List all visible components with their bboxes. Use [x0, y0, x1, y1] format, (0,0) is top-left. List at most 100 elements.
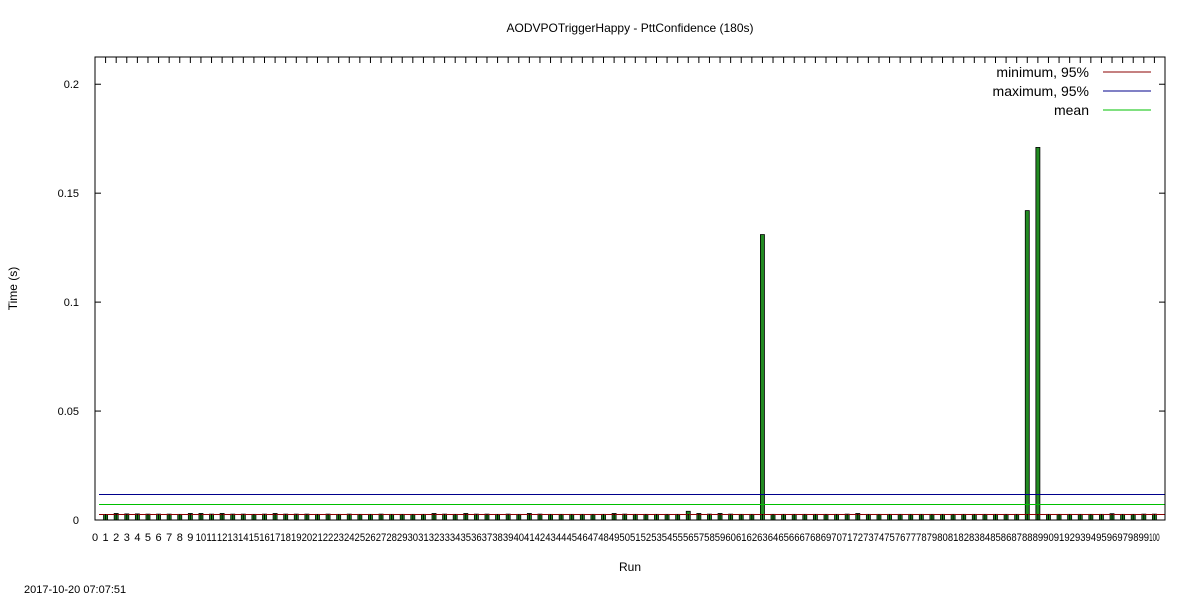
x-tick-label-16: 16: [259, 532, 270, 544]
x-tick-label-43: 43: [545, 532, 556, 544]
x-tick-label-48: 48: [598, 532, 609, 544]
x-tick-label-98: 98: [1128, 532, 1139, 544]
x-tick-label-63: 63: [757, 532, 768, 544]
x-tick-label-61: 61: [736, 532, 747, 544]
x-tick-label-29: 29: [397, 532, 408, 544]
x-tick-label-44: 44: [556, 532, 567, 544]
x-tick-label-46: 46: [577, 532, 588, 544]
x-tick-label-89: 89: [1033, 532, 1044, 544]
x-tick-label-13: 13: [227, 532, 238, 544]
x-tick-label-60: 60: [725, 532, 736, 544]
x-tick-label-1: 1: [103, 532, 109, 544]
x-tick-label-2: 2: [113, 532, 119, 544]
reference-lines-layer: [99, 494, 1165, 516]
x-tick-label-41: 41: [524, 532, 535, 544]
x-tick-label-86: 86: [1001, 532, 1012, 544]
x-tick-label-19: 19: [291, 532, 302, 544]
x-tick-label-45: 45: [566, 532, 577, 544]
x-tick-label-11: 11: [206, 532, 217, 544]
x-tick-label-7: 7: [166, 532, 172, 544]
x-tick-label-55: 55: [672, 532, 683, 544]
bars-layer: [103, 147, 1157, 521]
x-tick-label-33: 33: [439, 532, 450, 544]
x-tick-label-12: 12: [217, 532, 228, 544]
x-tick-label-66: 66: [789, 532, 800, 544]
y-axis-label: Time (s): [6, 267, 20, 311]
x-tick-label-6: 6: [156, 532, 162, 544]
x-tick-label-83: 83: [969, 532, 980, 544]
x-tick-label-49: 49: [609, 532, 620, 544]
plot-frame: [94, 56, 1166, 521]
x-tick-label-40: 40: [513, 532, 524, 544]
x-tick-label-77: 77: [905, 532, 916, 544]
x-tick-label-56: 56: [683, 532, 694, 544]
x-tick-label-18: 18: [280, 532, 291, 544]
legend: minimum, 95% maximum, 95% mean: [993, 64, 1151, 118]
x-tick-label-76: 76: [895, 532, 906, 544]
x-axis-label: Run: [619, 560, 641, 574]
x-tick-label-27: 27: [376, 532, 387, 544]
x-tick-label-38: 38: [492, 532, 503, 544]
x-tick-label-65: 65: [778, 532, 789, 544]
y-tick-label-4: 0.2: [64, 79, 79, 91]
x-tick-label-91: 91: [1054, 532, 1065, 544]
x-tick-label-8: 8: [177, 532, 183, 544]
legend-label-0: minimum, 95%: [996, 64, 1089, 80]
x-tick-label-23: 23: [333, 532, 344, 544]
x-tick-label-9: 9: [187, 532, 193, 544]
x-tick-label-58: 58: [704, 532, 715, 544]
x-tick-label-17: 17: [270, 532, 281, 544]
x-tick-label-47: 47: [588, 532, 599, 544]
x-tick-label-81: 81: [948, 532, 959, 544]
x-tick-label-25: 25: [355, 532, 366, 544]
x-tick-label-14: 14: [238, 532, 249, 544]
y-tick-label-1: 0.05: [58, 406, 79, 418]
x-tick-label-87: 87: [1011, 532, 1022, 544]
y-tick-label-3: 0.15: [58, 188, 79, 200]
x-tick-label-36: 36: [471, 532, 482, 544]
x-tick-label-59: 59: [715, 532, 726, 544]
legend-label-1: maximum, 95%: [993, 83, 1089, 99]
x-tick-label-71: 71: [842, 532, 853, 544]
x-tick-label-53: 53: [651, 532, 662, 544]
x-tick-label-72: 72: [852, 532, 863, 544]
x-tick-label-67: 67: [800, 532, 811, 544]
x-tick-label-90: 90: [1043, 532, 1054, 544]
bar-run-63: [760, 234, 765, 521]
x-tick-label-10: 10: [196, 532, 207, 544]
x-tick-label-42: 42: [535, 532, 546, 544]
x-tick-label-28: 28: [386, 532, 397, 544]
x-tick-label-4: 4: [134, 532, 140, 544]
x-tick-label-95: 95: [1096, 532, 1107, 544]
legend-label-2: mean: [1054, 102, 1089, 118]
x-tick-label-54: 54: [662, 532, 673, 544]
x-tick-label-24: 24: [344, 532, 355, 544]
x-tick-label-15: 15: [249, 532, 260, 544]
x-tick-label-35: 35: [460, 532, 471, 544]
x-tick-label-96: 96: [1107, 532, 1118, 544]
x-tick-label-20: 20: [302, 532, 313, 544]
y-tick-label-0: 0: [73, 515, 79, 527]
x-tick-label-82: 82: [958, 532, 969, 544]
x-tick-label-74: 74: [874, 532, 885, 544]
x-tick-label-26: 26: [365, 532, 376, 544]
x-tick-label-22: 22: [323, 532, 334, 544]
x-tick-label-75: 75: [884, 532, 895, 544]
x-tick-label-52: 52: [641, 532, 652, 544]
x-tick-label-80: 80: [937, 532, 948, 544]
x-tick-label-21: 21: [312, 532, 323, 544]
x-tick-label-51: 51: [630, 532, 641, 544]
ticks-layer: 00.050.10.150.20 1 2 3 4 5 6 7 8 9 10 11 12 13 14 15 16 1…: [58, 57, 1165, 544]
bar-run-88: [1024, 210, 1030, 521]
x-tick-label-85: 85: [990, 532, 1001, 544]
x-tick-label-84: 84: [980, 532, 991, 544]
x-tick-label-88: 88: [1022, 532, 1033, 544]
x-tick-label-70: 70: [831, 532, 842, 544]
chart-title: AODVPOTriggerHappy - PttConfidence (180s…: [507, 21, 754, 35]
x-tick-label-0: 0: [92, 532, 98, 544]
x-tick-label-64: 64: [768, 532, 779, 544]
x-tick-label-94: 94: [1086, 532, 1097, 544]
x-tick-label-68: 68: [810, 532, 821, 544]
